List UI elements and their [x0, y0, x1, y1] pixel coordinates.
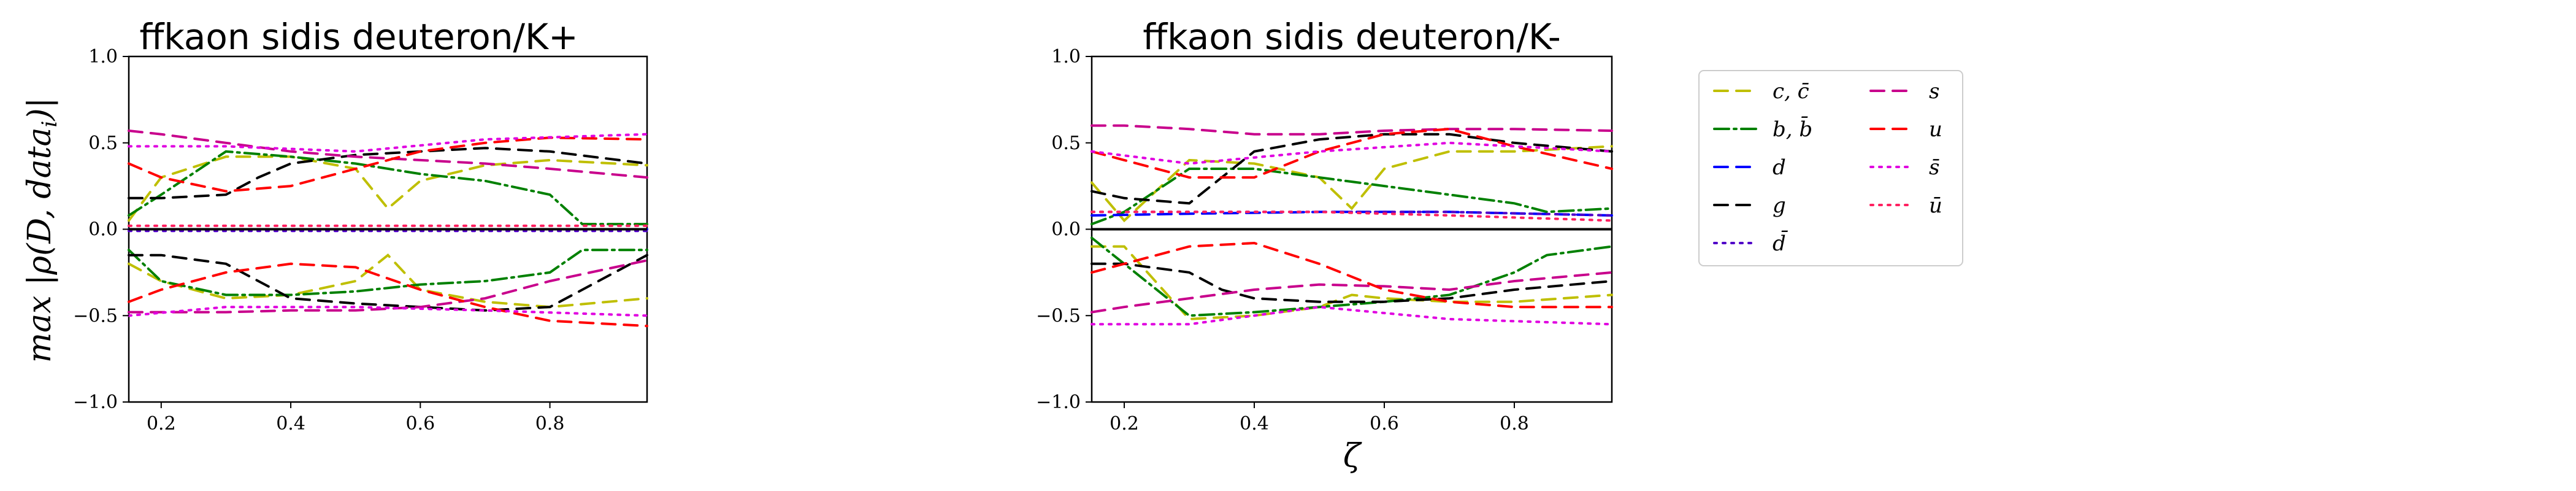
- y-tick-label: 0.0: [88, 219, 118, 241]
- series-line: [1091, 211, 1613, 222]
- series-line: [128, 259, 648, 314]
- series-layer: [128, 130, 648, 328]
- series-line: [1091, 306, 1613, 326]
- x-tick-label: 0.4: [276, 413, 305, 435]
- series-layer: [1091, 124, 1613, 326]
- series-line: [128, 136, 648, 193]
- series-line: [1091, 141, 1613, 165]
- series-line: [128, 253, 648, 309]
- legend-label: s̄: [1929, 155, 1939, 180]
- series-line: [128, 130, 648, 179]
- legend-label: b, b̄: [1773, 116, 1812, 142]
- x-tick-label: 0.8: [535, 413, 565, 435]
- series-line: [128, 249, 648, 296]
- legend-label: d: [1773, 155, 1786, 180]
- x-tick-label: 0.2: [1110, 413, 1139, 435]
- series-line: [1091, 236, 1613, 317]
- x-tick-label: 0.8: [1500, 413, 1529, 435]
- y-tick-label: 1.0: [1051, 46, 1081, 68]
- series-line: [128, 133, 648, 153]
- legend-frame: [1698, 70, 1963, 266]
- y-tick-label: 1.0: [88, 46, 118, 68]
- y-axis-label: max |ρ(D, datai)|: [21, 98, 62, 363]
- y-tick-label: −0.5: [73, 305, 118, 327]
- series-line: [1091, 124, 1613, 136]
- series-line: [128, 253, 648, 312]
- chart-title: ffkaon sidis deuteron/K+: [139, 16, 578, 58]
- legend-label: s: [1929, 79, 1939, 104]
- legend-label: ū: [1929, 193, 1942, 218]
- ticks-layer: 1.0 0.5 0.0 −0.5 −1.0 0.2 0.4 0.6 0.8: [1036, 46, 1529, 435]
- x-tick-label: 0.6: [405, 413, 435, 435]
- x-axis-label: ζ: [1343, 438, 1362, 474]
- y-tick-label: −1.0: [73, 392, 118, 413]
- x-tick-label: 0.2: [147, 413, 176, 435]
- ticks-layer: 1.0 0.5 0.0 −0.5 −1.0 0.2 0.4 0.6 0.8: [73, 46, 564, 435]
- y-tick-label: −0.5: [1036, 305, 1081, 327]
- legend-label: u: [1929, 117, 1942, 142]
- series-line: [128, 155, 648, 222]
- series-line: [1091, 133, 1613, 205]
- legend-label: c, c̄: [1773, 79, 1809, 104]
- panel-k-plus: ffkaon sidis deuteron/K+ 1.0 0.5 0.0 −0.5 −1…: [21, 16, 648, 435]
- chart-title: ffkaon sidis deuteron/K-: [1143, 16, 1561, 58]
- series-line: [128, 150, 648, 226]
- series-line: [128, 262, 648, 328]
- legend: c, c̄ b, b̄ dg d̄ su s̄ ū: [1698, 70, 1963, 266]
- y-tick-label: 0.5: [1051, 133, 1081, 154]
- series-line: [1091, 168, 1613, 226]
- series-line: [1091, 211, 1613, 217]
- x-tick-label: 0.4: [1240, 413, 1269, 435]
- legend-label: d̄: [1773, 230, 1788, 256]
- series-line: [128, 147, 648, 199]
- y-tick-label: −1.0: [1036, 392, 1081, 413]
- y-tick-label: 0.0: [1051, 219, 1081, 241]
- x-tick-label: 0.6: [1370, 413, 1399, 435]
- series-line: [1091, 128, 1613, 179]
- panel-k-minus: ffkaon sidis deuteron/K- 1.0 0.5 0.0 −0.5 −1…: [1036, 16, 1613, 474]
- series-line: [1091, 241, 1613, 309]
- legend-label: g: [1773, 193, 1786, 218]
- series-line: [1091, 262, 1613, 303]
- y-tick-label: 0.5: [88, 133, 118, 154]
- series-line: [1091, 271, 1613, 314]
